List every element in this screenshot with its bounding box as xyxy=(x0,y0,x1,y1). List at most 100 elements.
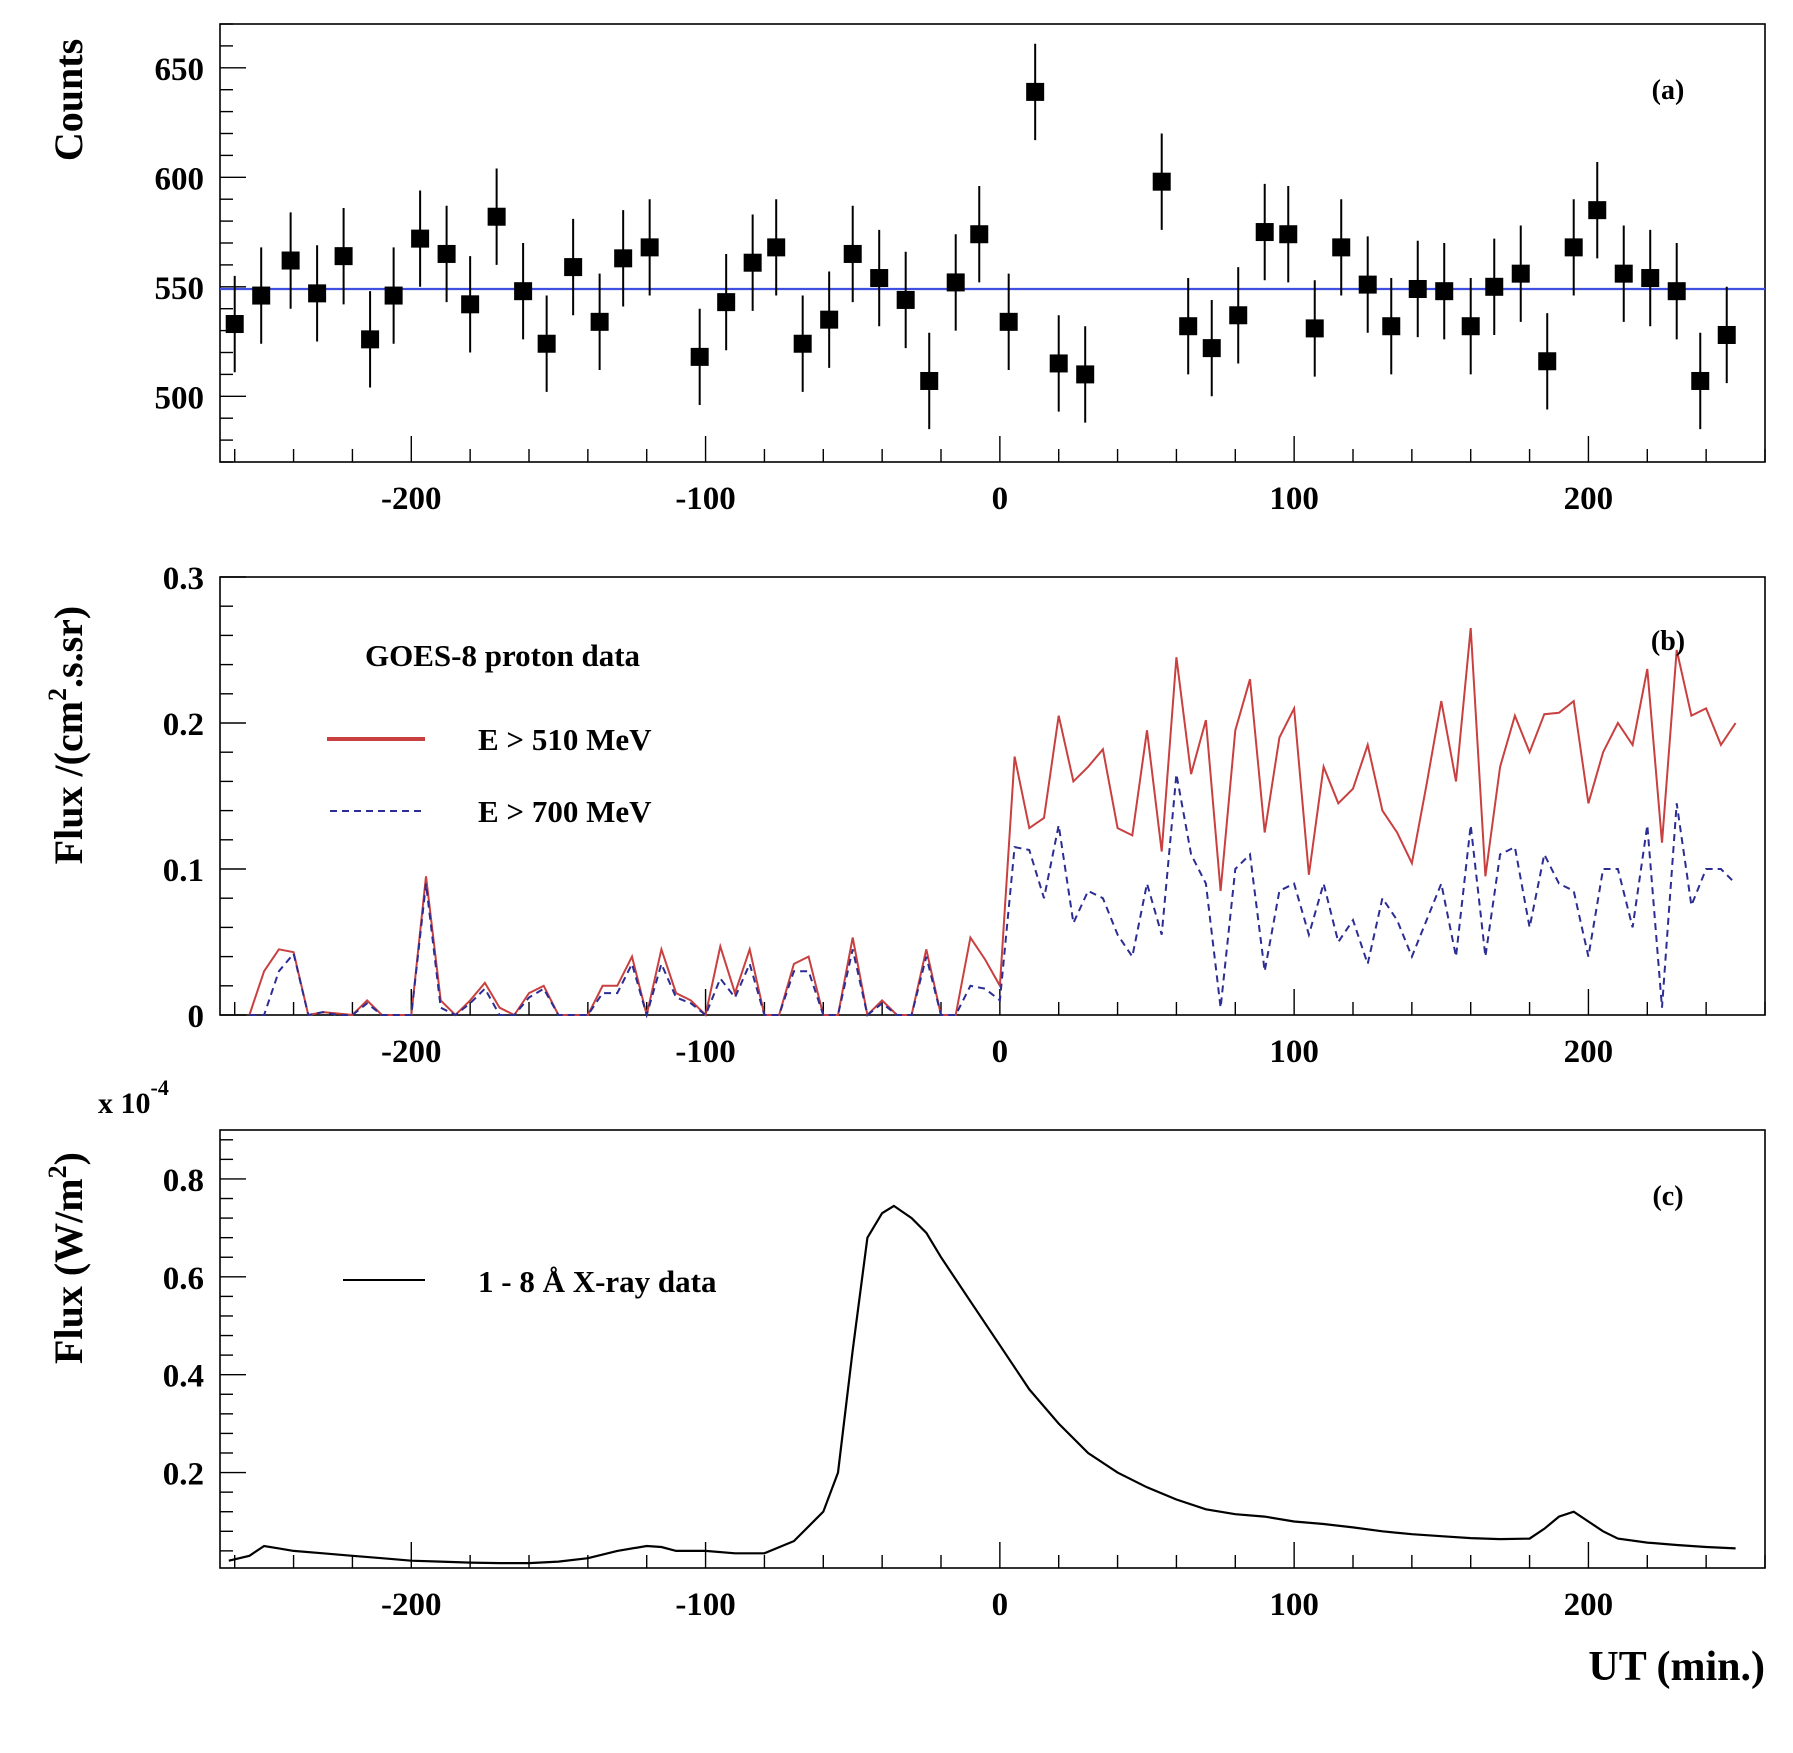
a-x-tick-label: 0 xyxy=(992,481,1009,517)
panel-b: -200 -100 0 100 200 0 0.1 0.2 0.3 Flux /(cm2.s.… xyxy=(43,561,1766,1070)
data-point xyxy=(1358,275,1377,294)
b-y-tick-label: 0.3 xyxy=(163,561,204,597)
a-x-tick-label: -100 xyxy=(675,481,736,517)
data-point xyxy=(793,334,812,353)
a-y-tick-label: 550 xyxy=(155,271,205,307)
a-y-tick-label: 600 xyxy=(155,161,205,197)
panel-a-y-axis-label: Counts xyxy=(46,39,91,161)
panel-c-ticks xyxy=(220,1139,1766,1568)
data-point xyxy=(1408,279,1427,298)
data-point xyxy=(1461,317,1480,336)
panel-c-legend-label-xray: 1 - 8 Å X-ray data xyxy=(478,1264,717,1299)
c-y-tick-label: 0.6 xyxy=(163,1261,204,1297)
c-y-tick-label: 0.4 xyxy=(163,1359,204,1395)
data-point xyxy=(1717,325,1736,344)
c-x-tick-label: -100 xyxy=(675,1587,736,1623)
c-x-tick-label: 200 xyxy=(1564,1587,1614,1623)
data-point xyxy=(970,225,989,244)
panel-a: -200 -100 0 100 200 500 550 600 650 Counts (a) xyxy=(46,23,1766,517)
data-point xyxy=(1511,264,1530,283)
a-y-tick-label: 500 xyxy=(155,380,205,416)
data-point xyxy=(1382,317,1401,336)
data-point xyxy=(1076,365,1095,384)
data-point xyxy=(1332,238,1351,257)
data-point xyxy=(640,238,659,257)
data-point xyxy=(1179,317,1198,336)
data-point xyxy=(590,312,609,331)
panel-c-legend: 1 - 8 Å X-ray data xyxy=(343,1264,717,1299)
data-point xyxy=(1202,339,1221,358)
panel-c: -200 -100 0 100 200 0.2 0.4 0.6 0.8 Flux (W/m2)… xyxy=(43,1075,1766,1690)
panel-b-ticks xyxy=(220,576,1766,1016)
data-point xyxy=(1279,225,1298,244)
b-y-tick-label: 0 xyxy=(188,999,205,1035)
panel-a-x-tick-labels: -200 -100 0 100 200 xyxy=(381,481,1613,517)
panel-a-frame xyxy=(219,23,1766,463)
c-y-tick-label: 0.2 xyxy=(163,1457,204,1493)
data-point xyxy=(843,244,862,263)
panel-b-legend-title: GOES-8 proton data xyxy=(365,638,641,673)
data-point xyxy=(1026,82,1045,101)
data-point xyxy=(461,295,480,314)
data-point xyxy=(1614,264,1633,283)
data-point xyxy=(1564,238,1583,257)
panel-c-frame xyxy=(219,1129,1766,1569)
data-point xyxy=(437,244,456,263)
c-x-tick-label: 100 xyxy=(1269,1587,1319,1623)
panel-c-x-axis-label: UT (min.) xyxy=(1588,1644,1765,1690)
b-x-tick-label: 100 xyxy=(1269,1034,1319,1070)
data-point xyxy=(1435,282,1454,301)
panel-a-y-tick-labels: 500 550 600 650 xyxy=(155,52,205,416)
c-x-tick-label: 0 xyxy=(992,1587,1009,1623)
data-point xyxy=(487,207,506,226)
data-point xyxy=(225,315,244,334)
c-x-tick-label: -200 xyxy=(381,1587,442,1623)
data-point xyxy=(361,330,380,349)
b-x-tick-label: 200 xyxy=(1564,1034,1614,1070)
a-y-tick-label: 650 xyxy=(155,52,205,88)
data-point xyxy=(767,238,786,257)
panel-b-legend: GOES-8 proton data E > 510 MeV E > 700 M… xyxy=(327,638,652,829)
panel-b-legend-label-510mev: E > 510 MeV xyxy=(478,722,652,757)
a-x-tick-label: 200 xyxy=(1564,481,1614,517)
panel-c-exponent-label: x 10-4 xyxy=(98,1075,169,1120)
a-x-tick-label: 100 xyxy=(1269,481,1319,517)
data-point xyxy=(1229,306,1248,325)
a-x-tick-label: -200 xyxy=(381,481,442,517)
panel-b-legend-label-700mev: E > 700 MeV xyxy=(478,794,652,829)
data-point xyxy=(1641,269,1660,288)
data-point xyxy=(614,249,633,268)
panel-a-points xyxy=(225,43,1736,430)
panel-b-x-tick-labels: -200 -100 0 100 200 xyxy=(381,1034,1613,1070)
data-point xyxy=(896,290,915,309)
b-y-tick-label: 0.1 xyxy=(163,853,204,889)
data-point xyxy=(411,229,430,248)
panel-c-y-tick-labels: 0.2 0.4 0.6 0.8 xyxy=(163,1163,204,1493)
data-point xyxy=(920,371,939,390)
data-point xyxy=(743,253,762,272)
panel-b-y-axis-label: Flux /(cm2.s.sr) xyxy=(43,606,91,865)
panel-c-series-xray xyxy=(228,1204,1736,1565)
data-point xyxy=(820,310,839,329)
data-point xyxy=(1485,277,1504,296)
data-point xyxy=(514,282,533,301)
data-point xyxy=(870,269,889,288)
panel-c-x-tick-labels: -200 -100 0 100 200 xyxy=(381,1587,1613,1623)
data-point xyxy=(281,251,300,270)
data-point xyxy=(252,286,271,305)
b-x-tick-label: -200 xyxy=(381,1034,442,1070)
data-point xyxy=(999,312,1018,331)
panel-c-y-axis-label: Flux (W/m2) xyxy=(43,1152,91,1364)
b-y-tick-label: 0.2 xyxy=(163,707,204,743)
data-point xyxy=(384,286,403,305)
panel-c-tag: (c) xyxy=(1652,1181,1683,1212)
data-point xyxy=(564,258,583,277)
panel-a-ticks xyxy=(220,23,1766,463)
panel-b-frame xyxy=(219,576,1766,1016)
data-point xyxy=(308,284,327,303)
b-x-tick-label: -100 xyxy=(675,1034,736,1070)
data-point xyxy=(690,347,709,366)
data-point xyxy=(1667,282,1686,301)
panel-a-tag: (a) xyxy=(1652,75,1685,106)
